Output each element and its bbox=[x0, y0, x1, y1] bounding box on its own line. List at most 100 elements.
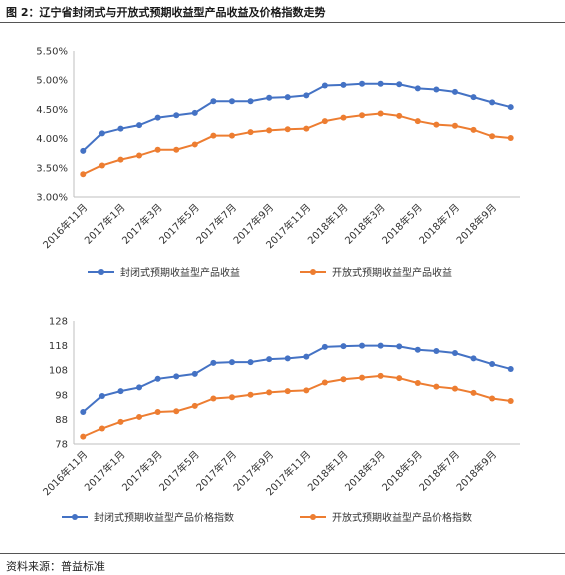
y-tick-label: 88 bbox=[55, 415, 68, 426]
data-point-series-2 bbox=[340, 114, 347, 121]
data-point-series-1 bbox=[359, 80, 366, 87]
data-point-series-1 bbox=[247, 98, 254, 105]
data-point-series-1 bbox=[117, 388, 124, 395]
data-point-series-1 bbox=[173, 373, 180, 380]
y-tick-label: 5.00% bbox=[36, 76, 68, 87]
data-point-series-2 bbox=[173, 408, 180, 415]
series-line-2 bbox=[82, 112, 511, 176]
data-point-series-1 bbox=[191, 370, 198, 377]
data-point-series-2 bbox=[451, 122, 458, 129]
data-point-series-1 bbox=[266, 94, 273, 101]
data-point-series-2 bbox=[359, 112, 366, 119]
data-point-series-1 bbox=[284, 94, 291, 101]
data-point-series-2 bbox=[210, 395, 217, 402]
data-point-series-1 bbox=[340, 81, 347, 88]
data-point-series-1 bbox=[98, 393, 105, 400]
data-point-series-1 bbox=[507, 365, 514, 372]
data-point-series-2 bbox=[377, 372, 384, 379]
legend-marker-2 bbox=[310, 269, 316, 275]
data-point-series-1 bbox=[414, 346, 421, 353]
data-point-series-2 bbox=[80, 433, 87, 440]
data-point-series-2 bbox=[303, 125, 310, 132]
data-point-series-1 bbox=[433, 348, 440, 355]
data-point-series-2 bbox=[154, 146, 161, 153]
data-point-series-1 bbox=[303, 353, 310, 360]
figure-title: 图 2：辽宁省封闭式与开放式预期收益型产品收益及价格指数走势 bbox=[6, 6, 326, 19]
data-point-series-2 bbox=[210, 132, 217, 139]
data-point-series-2 bbox=[451, 385, 458, 392]
series-line-2 bbox=[82, 374, 511, 438]
data-point-series-1 bbox=[433, 86, 440, 93]
data-point-series-2 bbox=[321, 379, 328, 386]
data-point-series-1 bbox=[228, 98, 235, 105]
data-point-series-1 bbox=[228, 359, 235, 366]
data-point-series-2 bbox=[284, 388, 291, 395]
top-rule bbox=[0, 22, 565, 23]
data-point-series-2 bbox=[154, 409, 161, 416]
data-point-series-2 bbox=[489, 395, 496, 402]
data-point-series-2 bbox=[191, 402, 198, 409]
data-point-series-2 bbox=[136, 152, 143, 159]
data-point-series-1 bbox=[396, 81, 403, 88]
data-point-series-1 bbox=[136, 122, 143, 129]
legend-label-2: 开放式预期收益型产品价格指数 bbox=[332, 511, 472, 524]
data-point-series-1 bbox=[451, 88, 458, 95]
data-point-series-2 bbox=[396, 375, 403, 382]
data-point-series-2 bbox=[359, 374, 366, 381]
data-point-series-2 bbox=[80, 171, 87, 178]
legend-label-1: 封闭式预期收益型产品收益 bbox=[120, 266, 240, 279]
data-point-series-2 bbox=[228, 132, 235, 139]
data-point-series-2 bbox=[247, 129, 254, 136]
data-point-series-2 bbox=[98, 162, 105, 169]
data-point-series-1 bbox=[377, 80, 384, 87]
y-tick-label: 128 bbox=[49, 317, 68, 328]
chart-yield: 3.00% 3.50% 4.00% 4.50% 5.00% 5.50% 2016年11月 20… bbox=[36, 47, 520, 279]
data-point-series-1 bbox=[191, 109, 198, 116]
data-point-series-1 bbox=[154, 114, 161, 121]
data-point-series-1 bbox=[154, 375, 161, 382]
data-point-series-1 bbox=[247, 359, 254, 366]
data-point-series-1 bbox=[117, 125, 124, 132]
data-point-series-2 bbox=[489, 133, 496, 140]
x-tick-label: 2016年11月 bbox=[40, 201, 90, 251]
legend-marker-1 bbox=[72, 514, 78, 520]
data-point-series-2 bbox=[191, 141, 198, 148]
y-tick-label: 4.00% bbox=[36, 134, 68, 145]
legend-label-1: 封闭式预期收益型产品价格指数 bbox=[94, 511, 234, 524]
data-point-series-1 bbox=[136, 384, 143, 391]
legend-marker-1 bbox=[98, 269, 104, 275]
data-point-series-2 bbox=[303, 387, 310, 394]
y-tick-label: 4.50% bbox=[36, 105, 68, 116]
series-line-1 bbox=[82, 82, 511, 152]
y-tick-label: 108 bbox=[49, 366, 68, 377]
data-point-series-1 bbox=[489, 361, 496, 368]
y-tick-label: 3.00% bbox=[36, 193, 68, 204]
data-point-series-2 bbox=[173, 146, 180, 153]
data-point-series-1 bbox=[321, 343, 328, 350]
data-point-series-2 bbox=[507, 397, 514, 404]
data-point-series-2 bbox=[228, 394, 235, 401]
data-point-series-1 bbox=[489, 99, 496, 106]
data-point-series-2 bbox=[117, 156, 124, 163]
legend-marker-2 bbox=[310, 514, 316, 520]
data-point-series-2 bbox=[433, 121, 440, 128]
data-point-series-1 bbox=[396, 343, 403, 350]
data-point-series-1 bbox=[340, 343, 347, 350]
y-tick-label: 118 bbox=[49, 341, 68, 352]
data-point-series-2 bbox=[117, 418, 124, 425]
source-note: 资料来源：普益标准 bbox=[6, 560, 105, 573]
y-tick-label: 98 bbox=[55, 390, 68, 401]
x-tick-label: 2018年9月 bbox=[453, 201, 499, 247]
bottom-rule bbox=[0, 553, 565, 554]
data-point-series-2 bbox=[266, 389, 273, 396]
data-point-series-2 bbox=[284, 126, 291, 133]
y-tick-label: 5.50% bbox=[36, 47, 68, 58]
data-point-series-1 bbox=[507, 104, 514, 111]
data-point-series-2 bbox=[377, 110, 384, 117]
y-tick-label: 3.50% bbox=[36, 163, 68, 174]
data-point-series-1 bbox=[98, 130, 105, 137]
y-tick-label: 78 bbox=[55, 440, 68, 451]
data-point-series-1 bbox=[451, 349, 458, 356]
legend-label-2: 开放式预期收益型产品收益 bbox=[332, 266, 452, 279]
data-point-series-2 bbox=[433, 383, 440, 390]
